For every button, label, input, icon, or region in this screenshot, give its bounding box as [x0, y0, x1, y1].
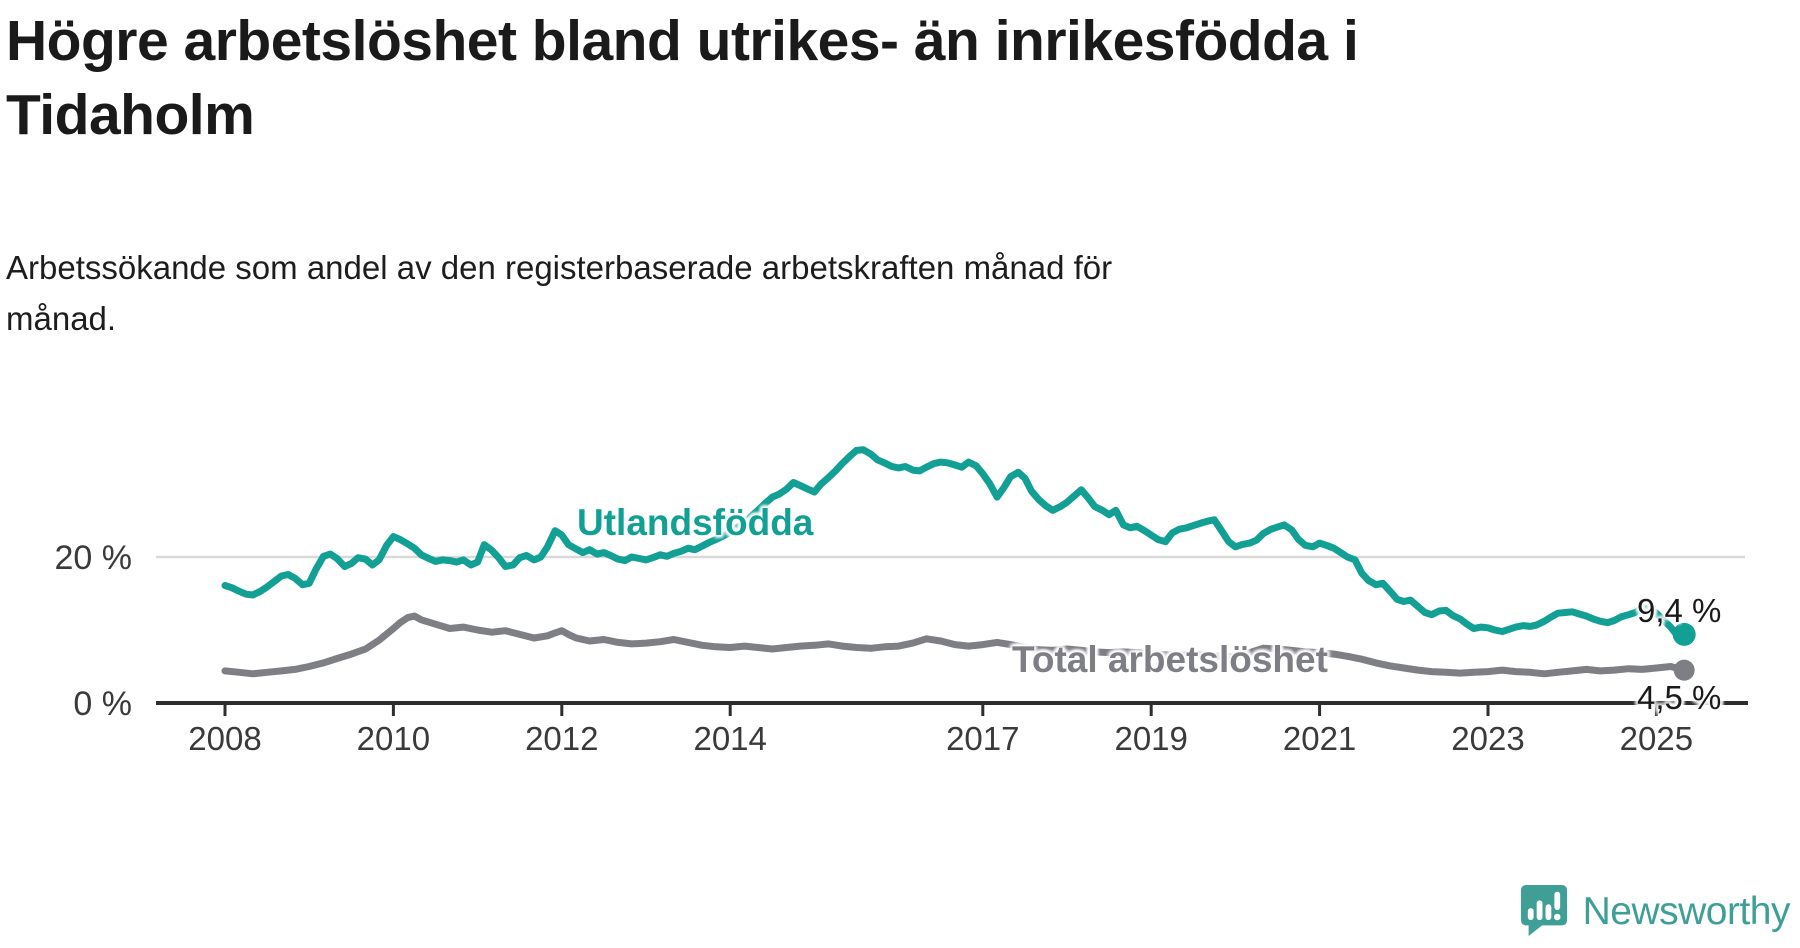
page-title: Högre arbetslöshet bland utrikes- än inr… — [6, 9, 1359, 148]
series-line-utlandsfodda — [221, 446, 1688, 640]
chart-subtitle: Arbetssökande som andel av den registerb… — [6, 249, 1113, 338]
x-tick-label: 2025 — [1619, 720, 1694, 757]
x-tick-label: 2021 — [1282, 720, 1357, 757]
x-tick-label: 2017 — [946, 720, 1020, 757]
x-tick-label: 2008 — [188, 720, 262, 757]
end-value-label-total: 4,5 % — [1637, 679, 1722, 716]
y-tick-label: 0 % — [73, 685, 132, 723]
newsworthy-logo-text: Newsworthy — [1582, 889, 1791, 933]
x-tick-label: 2019 — [1114, 720, 1188, 757]
x-tick-label: 2012 — [525, 720, 599, 757]
newsworthy-logo-icon — [1520, 885, 1567, 936]
x-tick-label: 2023 — [1451, 720, 1525, 757]
series-label-utlandsfodda: Utlandsfödda — [577, 502, 814, 543]
newsworthy-logo: Newsworthy — [1519, 882, 1791, 940]
series-endpoint-dot-utlandsfodda — [1672, 622, 1696, 646]
series-endpoint-dot-total — [1673, 659, 1695, 681]
y-tick-label: 20 % — [54, 539, 133, 577]
end-value-label-utlandsfodda: 9,4 % — [1637, 592, 1722, 629]
x-tick-label: 2014 — [693, 720, 767, 757]
series-line-total — [221, 612, 1688, 678]
x-tick-label: 2010 — [356, 720, 431, 757]
series-label-total-arbetsloshet: Total arbetslöshet — [1012, 639, 1328, 680]
